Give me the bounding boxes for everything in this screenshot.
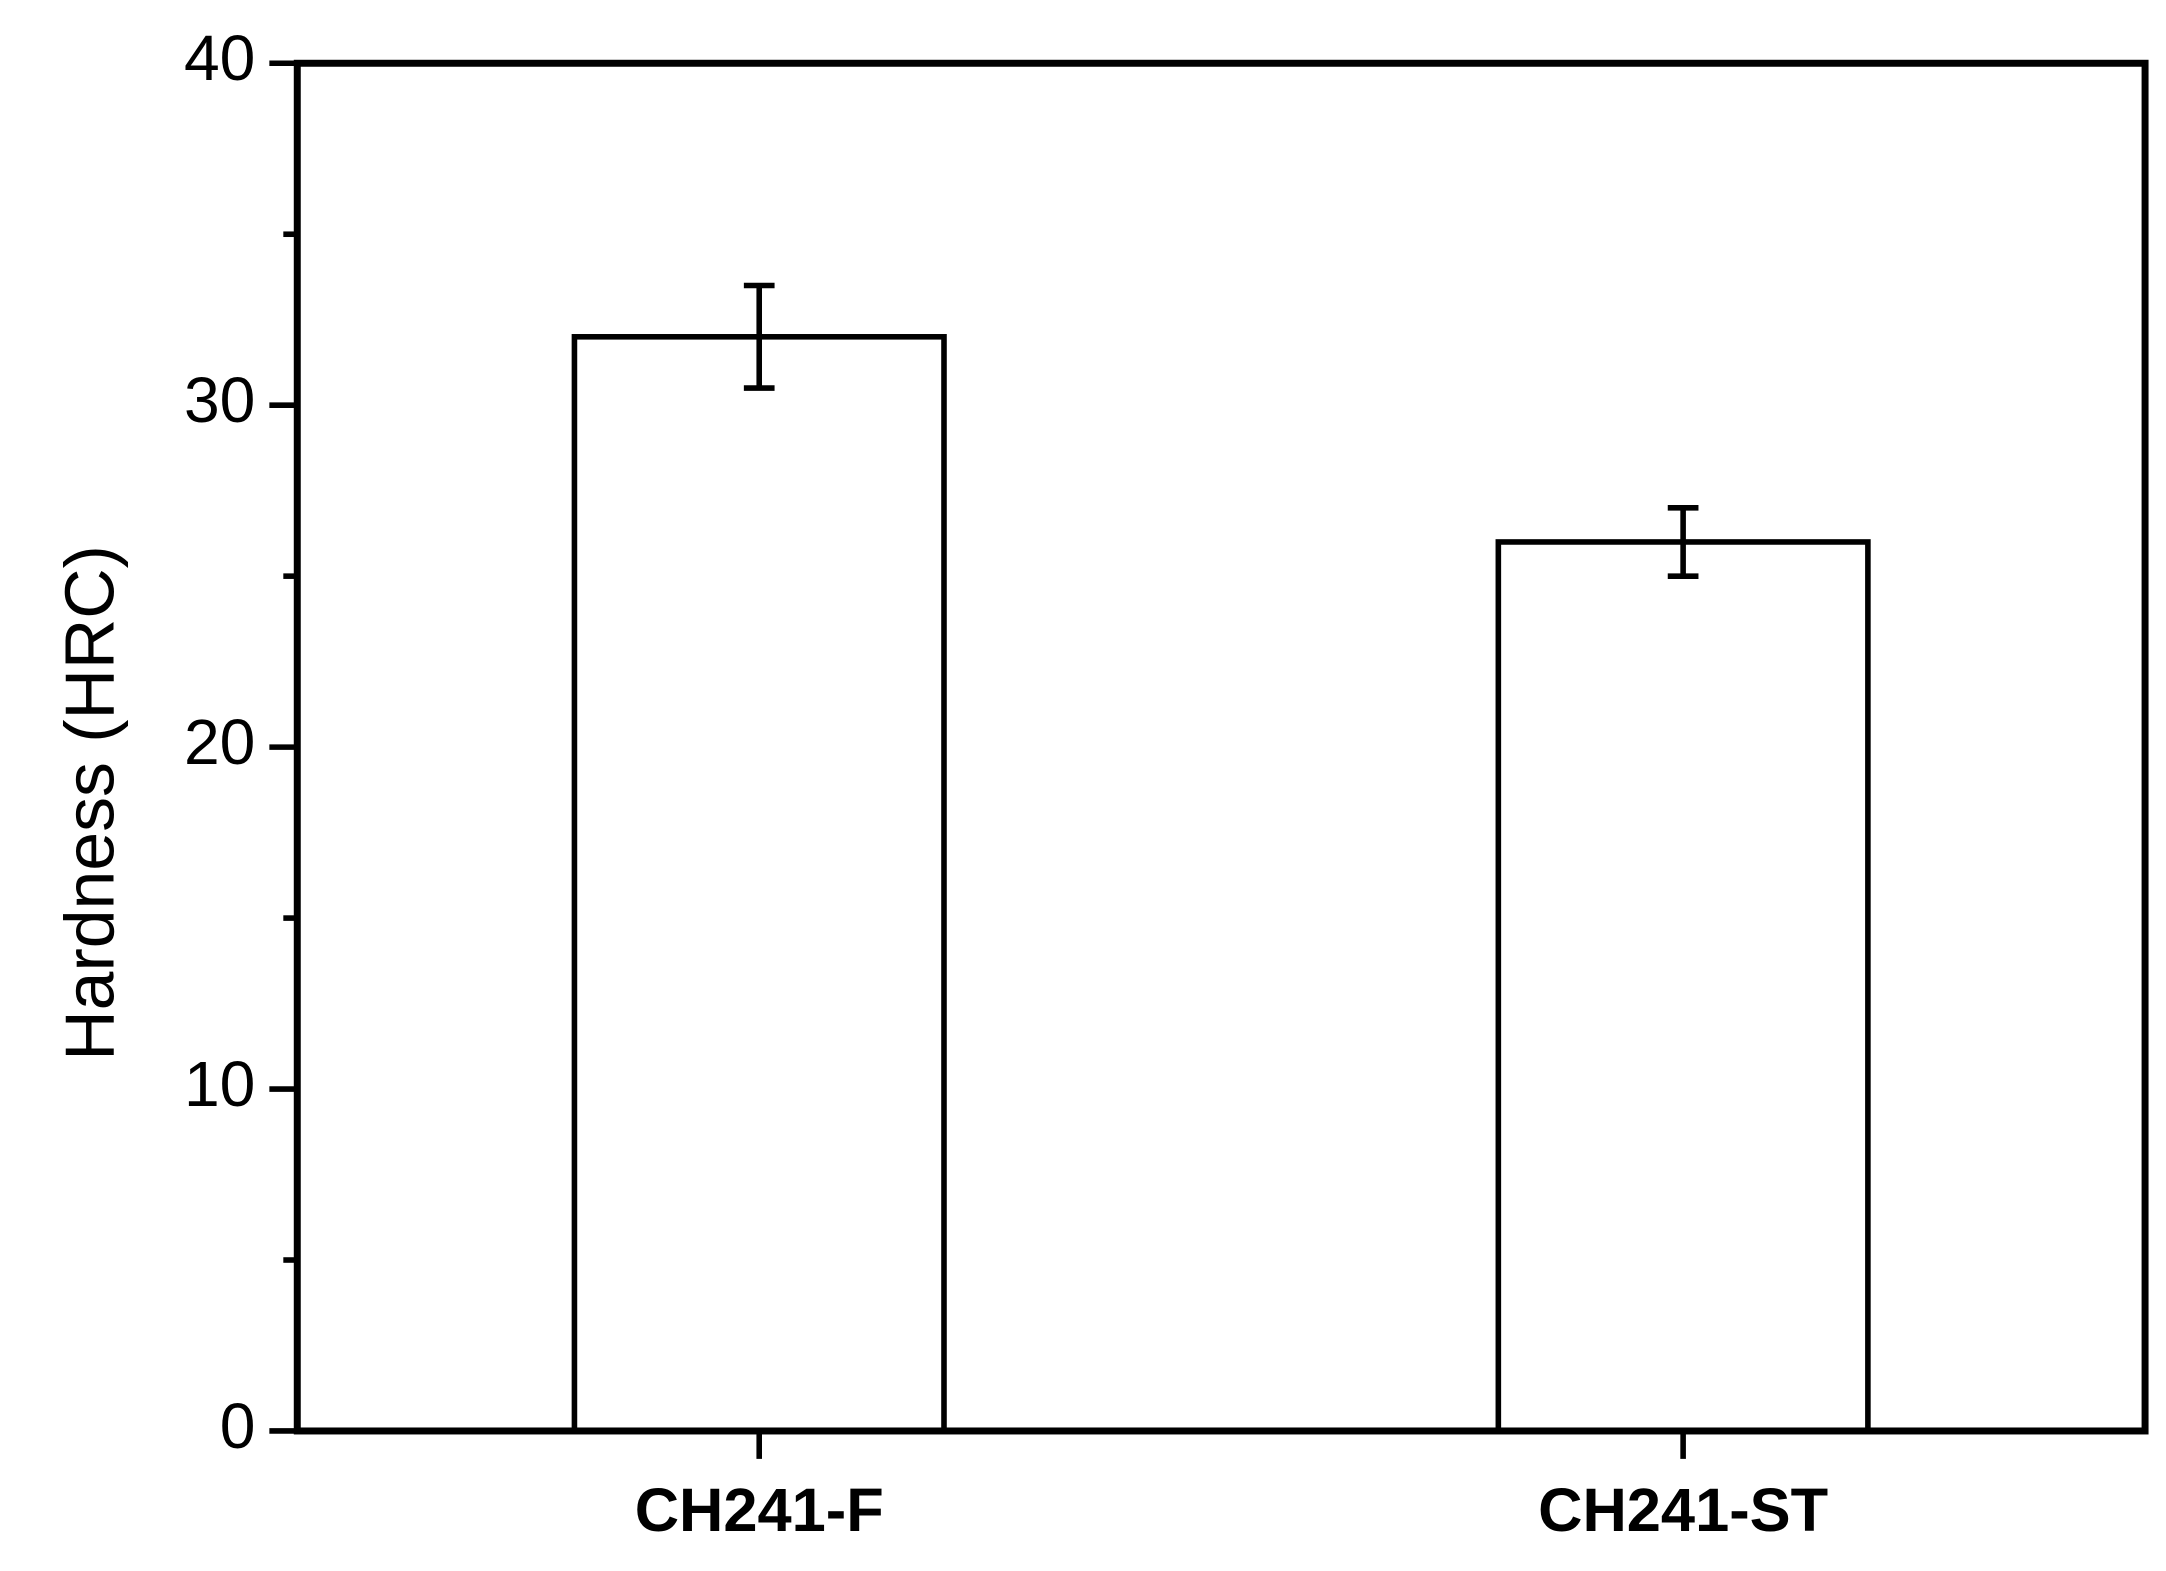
error-bar (743, 282, 775, 391)
y-tick-label: 40 (184, 22, 255, 94)
error-bar (1667, 504, 1699, 579)
y-tick-label: 10 (184, 1048, 255, 1120)
y-tick-label: 30 (184, 364, 255, 436)
y-axis-label: Hardness (HRC) (50, 545, 128, 1061)
bar (571, 334, 947, 1434)
bar (1495, 539, 1871, 1434)
x-tick-label: CH241-ST (1538, 1476, 1828, 1545)
y-tick-label: 20 (184, 706, 255, 778)
y-tick-label: 0 (220, 1390, 256, 1462)
x-tick-label: CH241-F (635, 1476, 884, 1545)
plot-frame (293, 59, 2149, 1435)
